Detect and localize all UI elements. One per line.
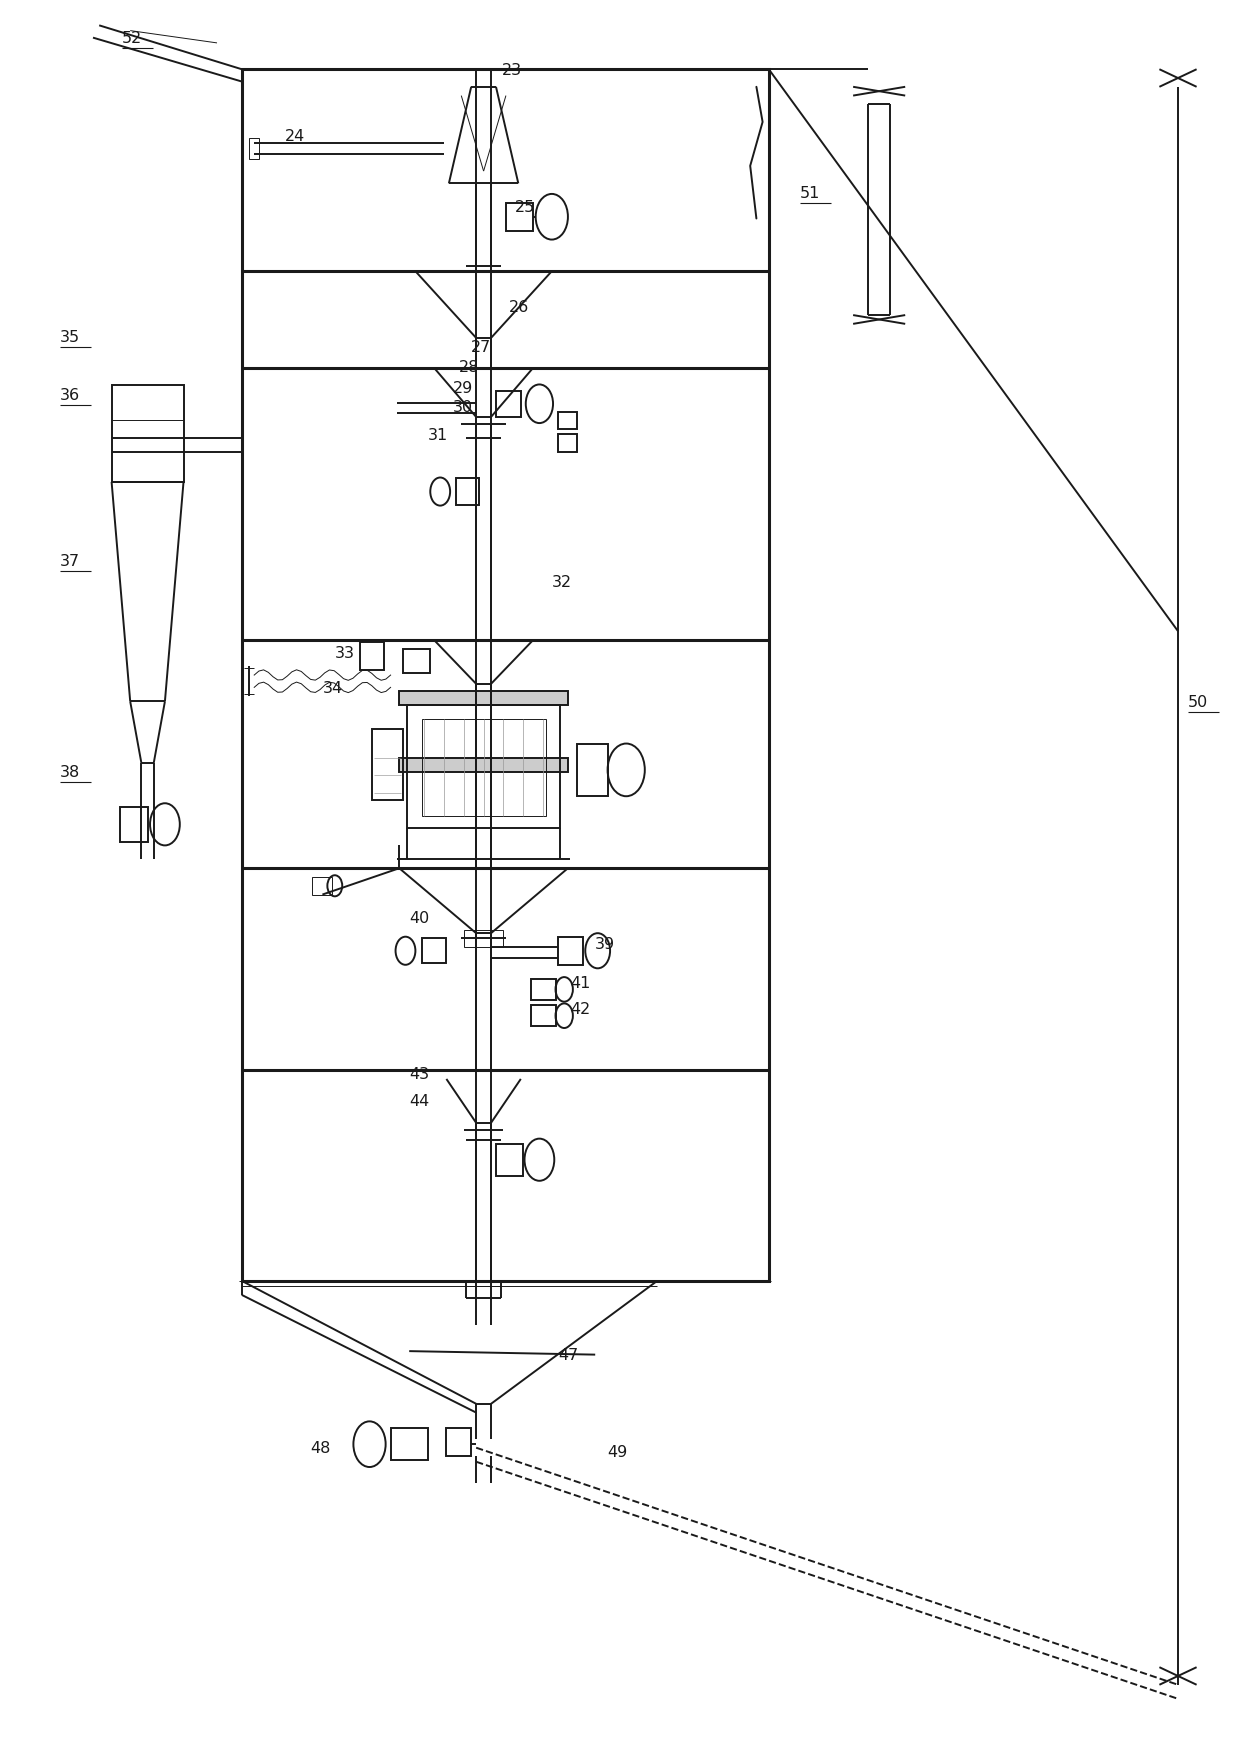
Bar	[399, 758, 568, 772]
Bar	[496, 1144, 523, 1176]
Text: 41: 41	[570, 976, 590, 990]
Text: 43: 43	[409, 1067, 429, 1081]
Text: 29: 29	[453, 381, 472, 395]
Text: 52: 52	[122, 32, 141, 46]
Bar	[558, 937, 583, 965]
Text: 28: 28	[459, 360, 479, 374]
Text: 35: 35	[60, 330, 79, 344]
Bar	[391, 1429, 428, 1460]
Bar	[312, 878, 332, 895]
Text: 49: 49	[608, 1444, 627, 1458]
Bar	[372, 730, 403, 800]
Bar	[112, 386, 184, 483]
Text: 32: 32	[552, 576, 572, 590]
Text: 24: 24	[285, 130, 305, 144]
Text: 51: 51	[800, 186, 820, 200]
Bar	[446, 1429, 471, 1457]
Bar	[506, 204, 533, 232]
Bar	[399, 691, 568, 706]
Text: 37: 37	[60, 555, 79, 569]
Text: 30: 30	[453, 400, 472, 414]
Text: 34: 34	[322, 681, 342, 695]
Bar	[496, 391, 521, 418]
Bar	[464, 930, 503, 948]
Bar	[249, 139, 259, 160]
Text: 36: 36	[60, 388, 79, 402]
Bar	[577, 744, 608, 797]
Bar	[120, 807, 148, 842]
Bar	[242, 70, 769, 1281]
Text: 25: 25	[515, 200, 534, 214]
Text: 33: 33	[335, 646, 355, 660]
Text: 39: 39	[595, 937, 615, 951]
Text: 23: 23	[502, 63, 522, 77]
Bar	[407, 706, 560, 828]
Bar	[422, 720, 546, 816]
Text: 48: 48	[310, 1441, 330, 1455]
Text: 27: 27	[471, 340, 491, 355]
Bar	[456, 479, 479, 505]
Bar	[531, 1006, 556, 1027]
Text: 44: 44	[409, 1093, 429, 1107]
Bar	[360, 642, 384, 670]
Bar	[558, 435, 577, 453]
Text: 40: 40	[409, 911, 429, 925]
Text: 31: 31	[428, 428, 448, 442]
Bar	[531, 979, 556, 1000]
Text: 50: 50	[1188, 695, 1208, 709]
Bar	[422, 939, 446, 963]
Bar	[403, 649, 430, 674]
Text: 47: 47	[558, 1348, 578, 1362]
Text: 26: 26	[508, 300, 528, 314]
Text: 38: 38	[60, 765, 79, 779]
Bar	[558, 412, 577, 430]
Text: 42: 42	[570, 1002, 590, 1016]
